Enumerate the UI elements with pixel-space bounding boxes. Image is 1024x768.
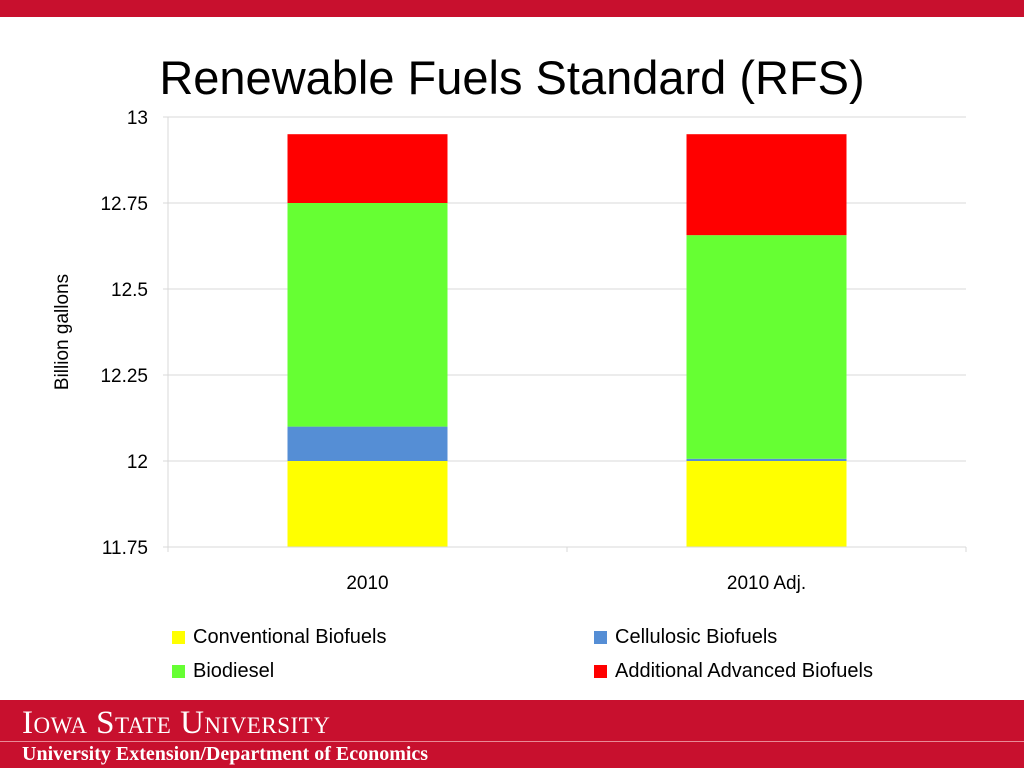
legend-label: Cellulosic Biofuels: [615, 626, 778, 648]
top-brand-bar: [0, 0, 1024, 17]
tick-labels: 11.75 12 12.25 12.5 12.75 13 2010 2010 Adj.: [100, 108, 806, 594]
bar-segment: [287, 203, 448, 427]
legend-item: Cellulosic Biofuels: [594, 626, 777, 649]
y-tick-label: 12: [127, 452, 148, 473]
y-tick-label: 12.75: [100, 194, 148, 215]
axes: [163, 116, 967, 552]
y-tick-label: 11.75: [102, 538, 148, 559]
legend-label: Additional Advanced Biofuels: [615, 660, 873, 682]
page-title: Renewable Fuels Standard (RFS): [159, 51, 865, 104]
y-tick-label: 13: [127, 108, 148, 129]
legend-swatch: [172, 665, 185, 678]
legend-swatch: [172, 631, 185, 644]
legend-item: Additional Advanced Biofuels: [594, 660, 873, 683]
legend-label: Conventional Biofuels: [193, 626, 387, 648]
bar-segment: [686, 134, 847, 236]
bar-segment: [287, 426, 448, 461]
bars: [287, 134, 847, 547]
university-wordmark: Iowa State University: [22, 705, 331, 741]
bar-segment: [287, 461, 448, 547]
footer-bar: Iowa State University University Extensi…: [0, 700, 1024, 768]
stacked-bar-chart: 11.75 12 12.25 12.5 12.75 13 2010 2010 Adj. Bil…: [52, 108, 967, 594]
legend-swatch: [594, 665, 607, 678]
legend-label: Biodiesel: [193, 660, 275, 682]
department-name: University Extension/Department of Econo…: [22, 743, 429, 765]
x-tick-label: 2010 Adj.: [727, 573, 806, 594]
footer-divider: [0, 741, 1024, 742]
y-axis-title: Billion gallons: [52, 274, 73, 390]
x-tick-label: 2010: [346, 573, 388, 594]
legend-item: Conventional Biofuels: [172, 626, 386, 649]
legend: Conventional Biofuels Cellulosic Biofuels…: [172, 626, 972, 696]
y-tick-label: 12.25: [100, 366, 148, 387]
legend-swatch: [594, 631, 607, 644]
bar-segment: [686, 461, 847, 547]
bar-segment: [686, 235, 847, 459]
legend-item: Biodiesel: [172, 660, 274, 683]
y-tick-label: 12.5: [111, 280, 148, 301]
bar-segment: [686, 458, 847, 461]
bar-segment: [287, 134, 448, 203]
